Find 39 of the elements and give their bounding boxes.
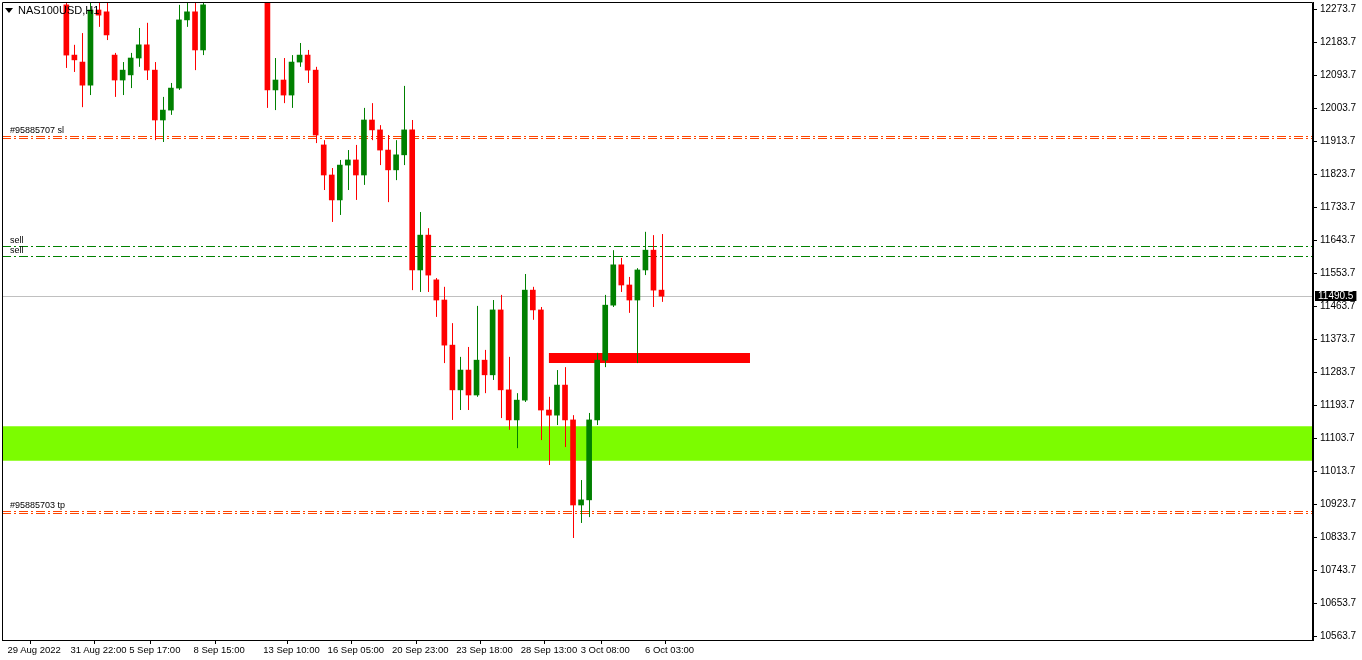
ref-line-label: 11490.5	[1318, 289, 1354, 301]
x-tick-label: 28 Sep 13:00	[520, 644, 578, 656]
ref-line-label: sell	[10, 244, 24, 255]
y-tick-label: 10653.7	[1320, 596, 1357, 608]
y-tick-label: 10743.7	[1320, 563, 1357, 575]
x-tick-label: 5 Sep 17:00	[129, 644, 181, 656]
ref-line-label: sell	[10, 234, 24, 245]
x-tick-label: 20 Sep 23:00	[391, 644, 449, 656]
y-tick-label: 11553.7	[1320, 266, 1356, 278]
y-tick-label: 11733.7	[1320, 200, 1356, 212]
y-tick-label: 11823.7	[1320, 167, 1356, 179]
y-tick-label: 11103.7	[1320, 431, 1356, 443]
y-tick-label: 12003.7	[1320, 101, 1357, 113]
x-tick-label: 16 Sep 05:00	[327, 644, 385, 656]
y-tick-label: 10923.7	[1320, 497, 1357, 509]
x-tick-label: 13 Sep 10:00	[263, 644, 320, 656]
x-tick-label: 3 Oct 08:00	[580, 644, 630, 656]
y-tick-label: 11193.7	[1320, 398, 1356, 410]
y-tick-label: 11643.7	[1320, 233, 1356, 245]
y-tick-label: 10833.7	[1320, 530, 1357, 542]
candlestick	[135, 27, 142, 68]
x-tick-label: 23 Sep 18:00	[456, 644, 513, 656]
y-tick-label: 11013.7	[1320, 464, 1356, 476]
ref-line-label: #95885707 sl	[10, 124, 65, 135]
y-tick-label: 12273.7	[1320, 2, 1357, 14]
candlestick	[184, 2, 190, 28]
x-tick-label: 31 Aug 22:00	[70, 644, 127, 656]
candlestick	[393, 139, 399, 181]
y-tick-label: 12093.7	[1320, 68, 1357, 80]
x-tick-label: 6 Oct 03:00	[645, 644, 695, 656]
x-tick-label: 8 Sep 15:00	[193, 644, 245, 656]
y-tick-label: 12183.7	[1320, 35, 1357, 47]
y-tick-label: 10563.7	[1320, 629, 1357, 641]
y-tick-label: 11913.7	[1320, 134, 1356, 146]
x-tick-label: 29 Aug 2022	[7, 644, 61, 656]
ref-line-label: #95885703 tp	[10, 499, 66, 510]
y-tick-label: 11463.7	[1320, 299, 1356, 311]
y-tick-label: 11283.7	[1320, 365, 1356, 377]
y-tick-label: 11373.7	[1320, 332, 1356, 344]
